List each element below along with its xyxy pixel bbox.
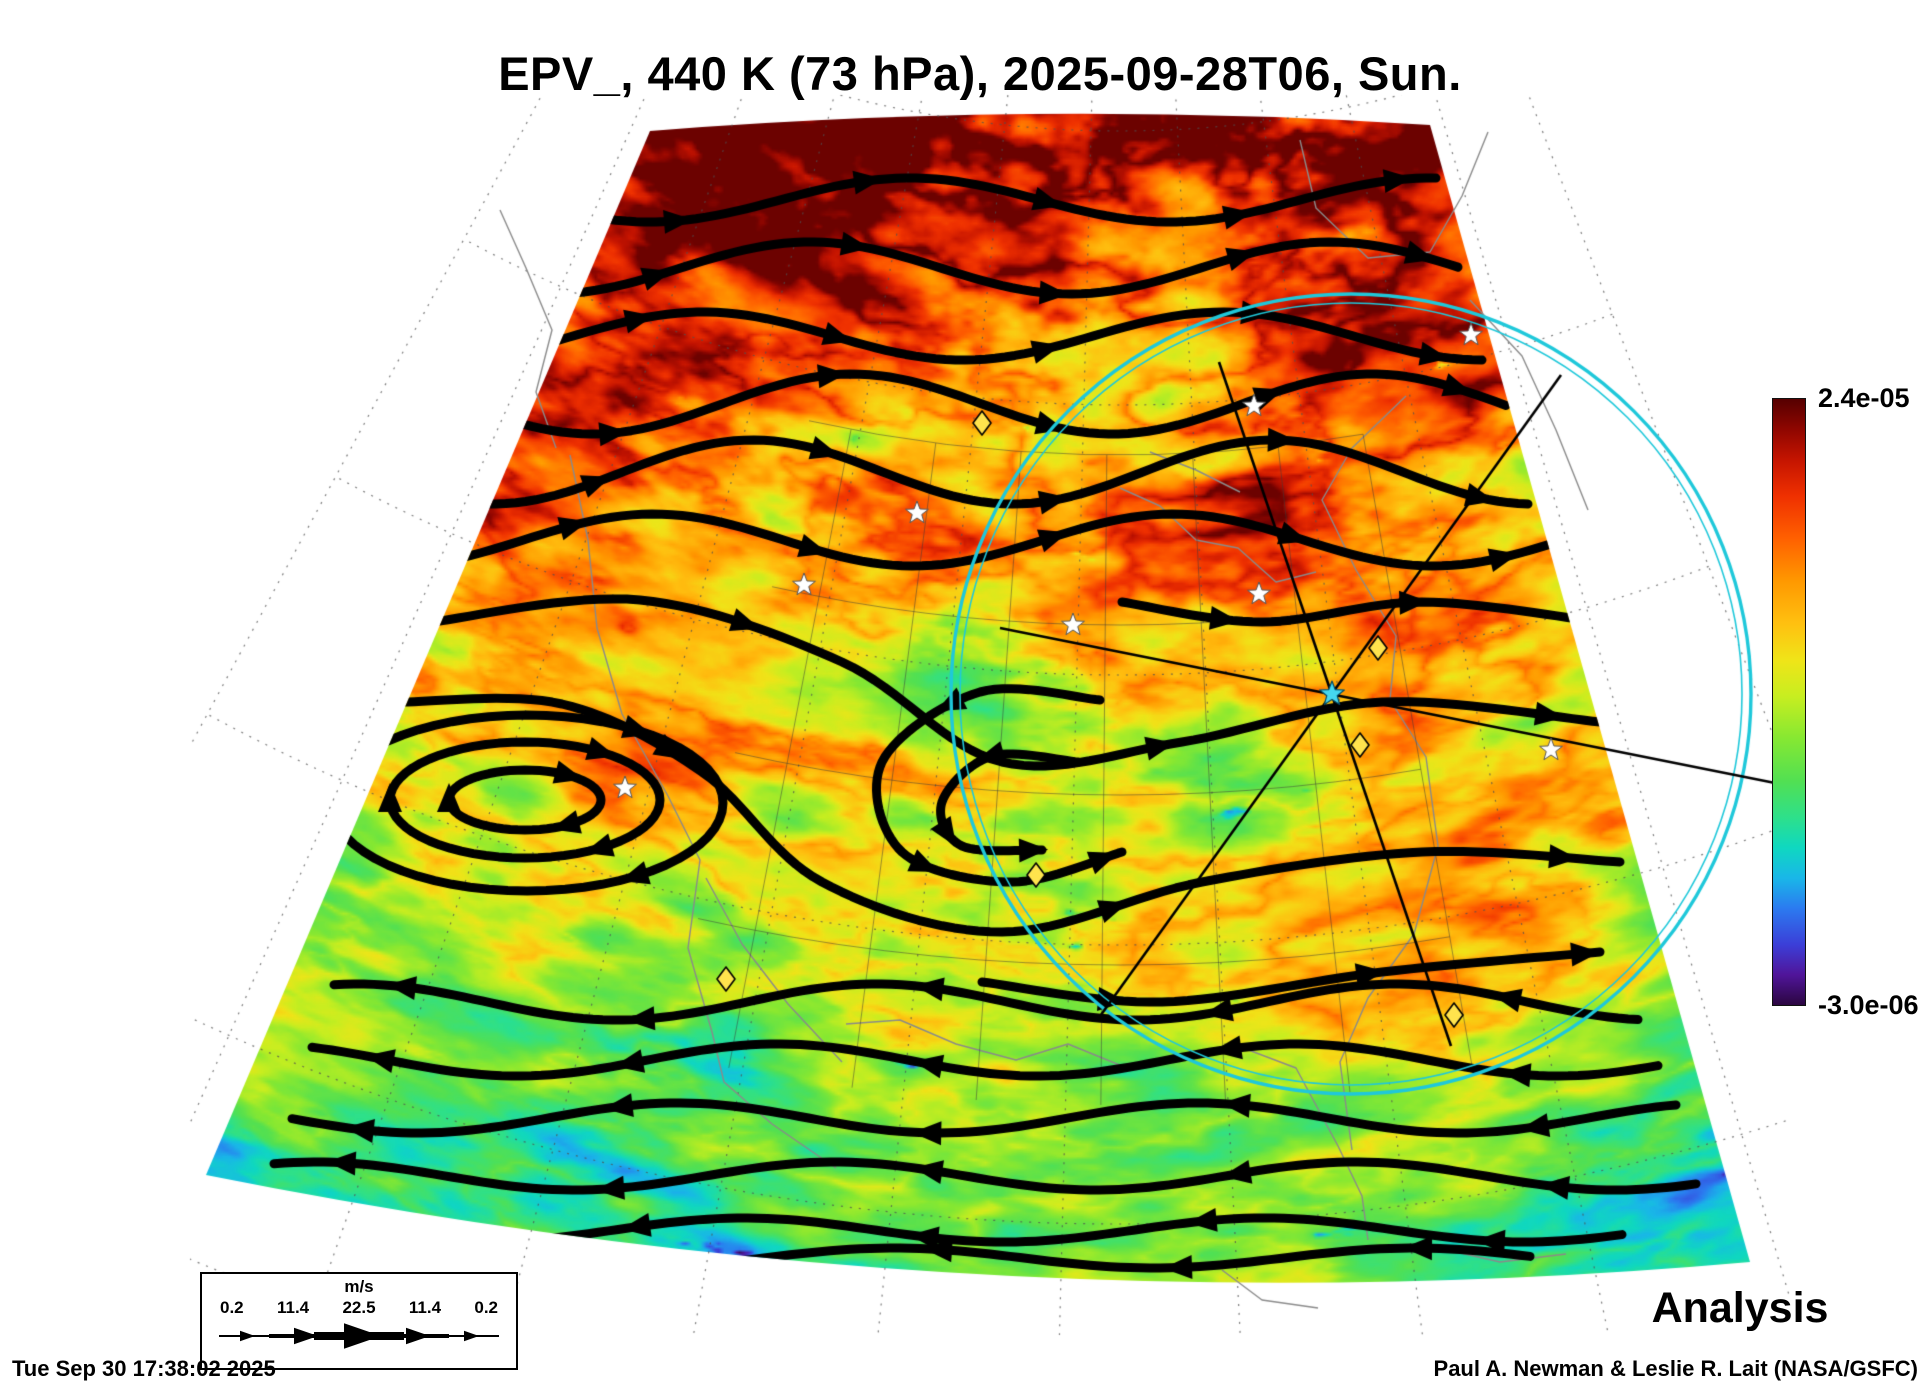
- timestamp: Tue Sep 30 17:38:02 2025: [12, 1356, 276, 1381]
- wind-legend-values: 0.2 11.4 22.5 11.4 0.2: [202, 1298, 516, 1318]
- credit: Paul A. Newman & Leslie R. Lait (NASA/GS…: [1433, 1356, 1918, 1381]
- colorbar-max-label: 2.4e-05: [1818, 383, 1910, 413]
- wind-legend-value: 11.4: [276, 1298, 310, 1317]
- colorbar-gradient: [1772, 398, 1806, 1006]
- colorbar: 2.4e-05 -3.0e-06: [1772, 383, 1919, 1020]
- page-title: EPV_, 440 K (73 hPa), 2025-09-28T06, Sun…: [498, 47, 1462, 100]
- wind-legend-units: m/s: [344, 1277, 374, 1296]
- wind-speed-legend: m/s 0.2 11.4 22.5 11.4 0.2: [200, 1272, 518, 1370]
- wind-scale-arrow-icon: [219, 1323, 499, 1349]
- wind-legend-value: 0.2: [220, 1298, 244, 1317]
- wind-legend-value: 11.4: [408, 1298, 442, 1317]
- colorbar-min-label: -3.0e-06: [1818, 990, 1919, 1020]
- wind-legend-value: 22.5: [342, 1298, 376, 1317]
- analysis-label: Analysis: [1651, 1284, 1829, 1332]
- wind-legend-value: 0.2: [474, 1298, 498, 1317]
